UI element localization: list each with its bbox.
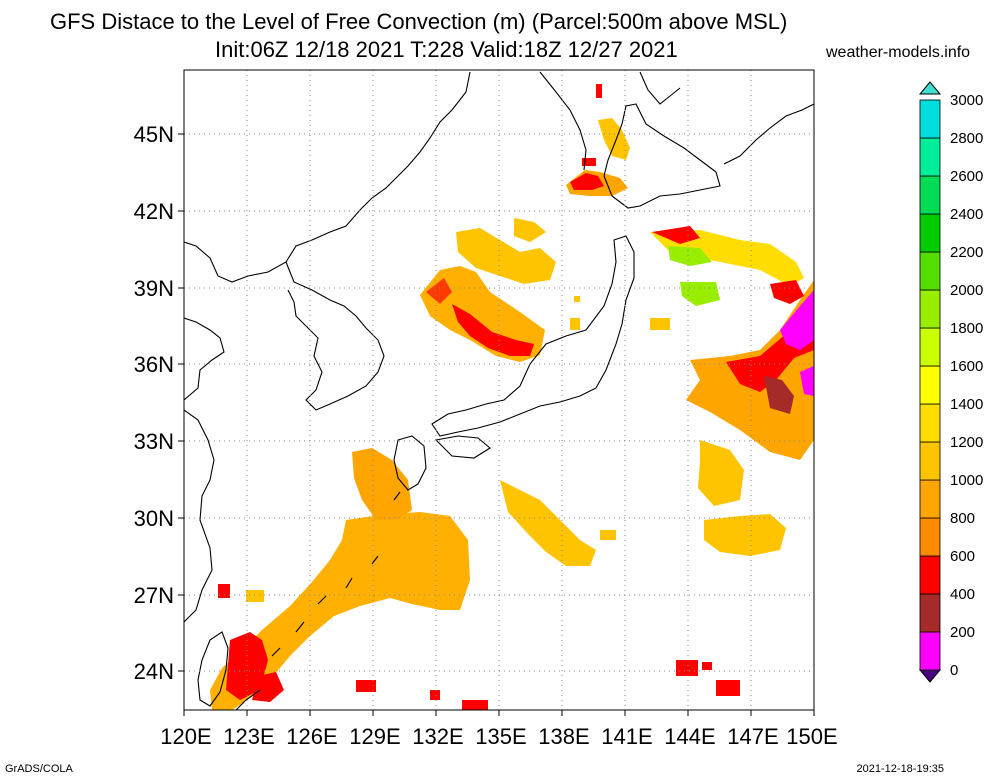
russia-coast [539, 71, 587, 171]
colorbar-labels: 0 200 400 600 800 1000 1200 1400 1600 18… [950, 92, 983, 679]
lon-label: 150E [786, 724, 837, 749]
field-sea-of-japan [420, 218, 580, 362]
colorbar: 0 200 400 600 800 1000 1200 1400 1600 18… [918, 81, 983, 683]
colorbar-label: 1200 [950, 434, 983, 451]
colorbar-label: 1600 [950, 358, 983, 375]
site-label: weather-models.info [826, 44, 971, 61]
lat-labels: 45N 42N 39N 36N 33N 30N 27N 24N [134, 122, 174, 684]
shikoku [434, 435, 491, 459]
lon-label: 138E [538, 724, 589, 749]
colorbar-cell [919, 441, 941, 481]
colorbar-cell [919, 631, 941, 671]
colorbar-cell [919, 213, 941, 253]
colorbar-label: 2200 [950, 244, 983, 261]
korea-peninsula [285, 261, 385, 411]
colorbar-label: 0 [950, 662, 958, 679]
colorbar-cell [919, 175, 941, 215]
colorbar-label: 2400 [950, 206, 983, 223]
field-nw-pacific [650, 226, 814, 460]
colorbar-cell [919, 327, 941, 367]
lat-label: 27N [134, 583, 174, 608]
graticule [184, 70, 814, 710]
colorbar-label: 2000 [950, 282, 983, 299]
colorbar-cell [919, 99, 941, 139]
colorbar-label: 1400 [950, 396, 983, 413]
colorbar-cell [919, 555, 941, 595]
lfc-field [210, 84, 814, 710]
colorbar-cells [919, 99, 941, 671]
field-pacific [500, 318, 786, 696]
colorbar-cell [919, 365, 941, 405]
colorbar-cell [919, 251, 941, 291]
lon-label: 144E [664, 724, 715, 749]
lon-label: 147E [727, 724, 778, 749]
lon-labels: 120E 123E 126E 129E 132E 135E 138E 141E … [160, 724, 837, 749]
kyushu [393, 435, 427, 491]
lat-label: 39N [134, 276, 174, 301]
colorbar-label: 600 [950, 548, 975, 565]
colorbar-label: 1800 [950, 320, 983, 337]
lat-label: 36N [134, 352, 174, 377]
taiwan [197, 631, 229, 707]
footer-right: 2021-12-18-19:35 [856, 763, 944, 775]
colorbar-arrow-bottom [918, 669, 942, 683]
colorbar-label: 3000 [950, 92, 983, 109]
lat-label: 24N [134, 659, 174, 684]
lat-label: 45N [134, 122, 174, 147]
colorbar-label: 2800 [950, 130, 983, 147]
honshu [431, 235, 635, 437]
sakhalin [639, 71, 681, 105]
map-title: GFS Distace to the Level of Free Convect… [50, 9, 788, 34]
footer-left: GrADS/COLA [5, 763, 73, 775]
kuril-islands [723, 103, 814, 165]
china-coast [184, 317, 225, 623]
coastlines [184, 71, 814, 710]
colorbar-label: 1000 [950, 472, 983, 489]
colorbar-cell [919, 137, 941, 177]
colorbar-arrow-top [918, 81, 942, 95]
colorbar-cell [919, 593, 941, 633]
map-subtitle: Init:06Z 12/18 2021 T:228 Valid:18Z 12/2… [215, 37, 678, 62]
colorbar-cell [919, 289, 941, 329]
colorbar-cell [919, 403, 941, 443]
lon-label: 126E [286, 724, 337, 749]
lon-label: 141E [601, 724, 652, 749]
lon-label: 135E [475, 724, 526, 749]
colorbar-cell [919, 517, 941, 557]
colorbar-cell [919, 479, 941, 519]
colorbar-label: 2600 [950, 168, 983, 185]
lon-label: 120E [160, 724, 211, 749]
lat-label: 42N [134, 199, 174, 224]
colorbar-label: 200 [950, 624, 975, 641]
lon-label: 129E [349, 724, 400, 749]
lon-label: 123E [223, 724, 274, 749]
colorbar-label: 400 [950, 586, 975, 603]
lon-label: 132E [412, 724, 463, 749]
asia-coastline [184, 71, 471, 283]
hokkaido [603, 103, 721, 209]
field-northern-japan [566, 84, 630, 196]
lat-label: 30N [134, 506, 174, 531]
axis-ticks [178, 133, 815, 716]
ryukyu-islands [235, 491, 401, 710]
lat-label: 33N [134, 429, 174, 454]
colorbar-label: 800 [950, 510, 975, 527]
